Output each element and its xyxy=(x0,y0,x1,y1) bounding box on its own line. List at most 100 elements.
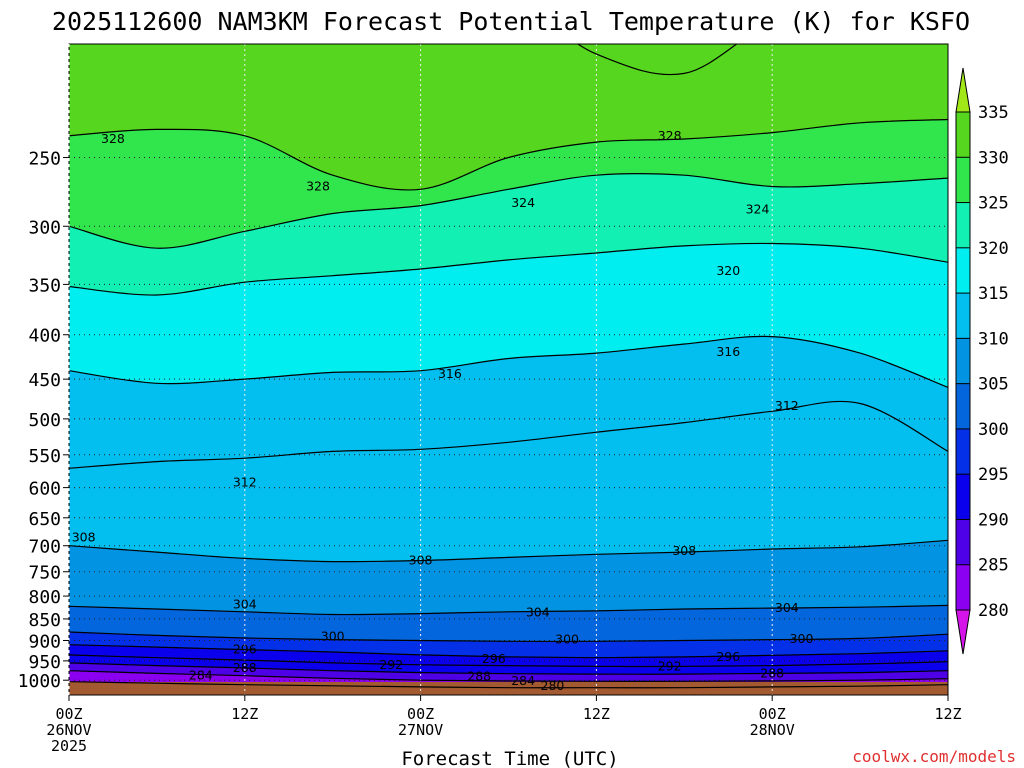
colorbar-top-arrow xyxy=(955,67,971,113)
y-tick-label: 850 xyxy=(28,610,61,631)
colorbar-label: 335 xyxy=(978,103,1009,123)
x-tick-label: 26NOV xyxy=(46,721,91,739)
isentrope-328 xyxy=(69,118,948,191)
y-tick-label: 250 xyxy=(28,149,61,170)
colorbar-label: 320 xyxy=(978,239,1009,259)
y-tick-label: 700 xyxy=(28,537,61,558)
isentrope-288 xyxy=(69,662,948,675)
y-axis-ticks: 2503003504004505005506006507007508008509… xyxy=(18,149,69,692)
isentrope-308 xyxy=(69,539,948,563)
y-tick-label: 650 xyxy=(28,509,61,530)
contour-label: 296 xyxy=(482,651,506,666)
colorbar-label: 330 xyxy=(978,148,1009,168)
colorbar-label: 280 xyxy=(978,601,1009,621)
contour-label: 328 xyxy=(101,131,125,146)
contour-label: 280 xyxy=(541,678,565,693)
y-tick-label: 450 xyxy=(28,370,61,391)
contour-label: 312 xyxy=(775,398,799,413)
y-tick-label: 500 xyxy=(28,410,61,431)
x-tick-label: 12Z xyxy=(934,705,961,723)
y-tick-label: 950 xyxy=(28,652,61,673)
colorbar-label: 310 xyxy=(978,329,1009,349)
y-tick-label: 300 xyxy=(28,217,61,238)
isentrope-324 xyxy=(69,173,948,249)
contour-label: 304 xyxy=(526,605,550,620)
contour-label: 292 xyxy=(658,658,682,673)
contour-label: 324 xyxy=(746,202,770,217)
theta-layer xyxy=(577,44,738,75)
contour-label: 324 xyxy=(511,195,535,210)
colorbar-band-315 xyxy=(956,247,970,294)
x-tick-label: 00Z xyxy=(759,705,786,723)
x-tick-label: 27NOV xyxy=(398,721,443,739)
colorbar: 335 330 325 320 315 310 305 300 295 290 285 280 xyxy=(955,67,1009,655)
credit-text: coolwx.com/models xyxy=(852,747,1016,766)
contour-label: 296 xyxy=(233,642,257,657)
x-tick-label: 28NOV xyxy=(750,721,795,739)
contour-label: 328 xyxy=(658,128,682,143)
y-tick-label: 1000 xyxy=(18,671,61,692)
isentrope-312 xyxy=(69,400,948,469)
contour-label: 284 xyxy=(189,668,213,683)
contour-label: 316 xyxy=(438,366,462,381)
contour-label: 288 xyxy=(467,668,491,683)
y-tick-label: 350 xyxy=(28,275,61,296)
colorbar-band-320 xyxy=(956,202,970,249)
y-tick-label: 550 xyxy=(28,446,61,467)
contour-label: 288 xyxy=(233,660,257,675)
colorbar-label: 325 xyxy=(978,194,1009,214)
contour-label: 308 xyxy=(672,543,696,558)
isentrope-304 xyxy=(69,604,948,616)
contour-label: 320 xyxy=(716,263,740,278)
y-tick-label: 600 xyxy=(28,479,61,500)
contour-label: 308 xyxy=(409,553,433,568)
contour-label: 316 xyxy=(716,344,740,359)
isentrope-284 xyxy=(69,670,948,682)
colorbar-label: 305 xyxy=(978,375,1009,395)
y-tick-label: 750 xyxy=(28,563,61,584)
contour-label: 308 xyxy=(72,530,96,545)
x-tick-label: 00Z xyxy=(55,705,82,723)
colorbar-label: 315 xyxy=(978,284,1009,304)
contour-label: 288 xyxy=(760,665,784,680)
y-tick-label: 900 xyxy=(28,631,61,652)
contour-label: 304 xyxy=(233,596,257,611)
colorbar-band-325 xyxy=(956,157,970,204)
contour-label: 328 xyxy=(306,179,330,194)
chart-title: 2025112600 NAM3KM Forecast Potential Tem… xyxy=(52,7,970,36)
contour-label: 312 xyxy=(233,475,257,490)
contour-label: 300 xyxy=(321,628,345,643)
colorbar-label: 300 xyxy=(978,420,1009,440)
contour-label: 300 xyxy=(790,631,814,646)
colorbar-band-300 xyxy=(956,383,970,430)
isentrope-320 xyxy=(69,242,948,296)
colorbar-band-290 xyxy=(956,474,970,520)
isentrope-280 xyxy=(69,681,948,689)
isentrope-292 xyxy=(69,654,948,668)
colorbar-band-280 xyxy=(956,564,970,611)
contour-label: 296 xyxy=(716,649,740,664)
contour-label: 292 xyxy=(379,657,403,672)
colorbar-band-305 xyxy=(956,338,970,385)
contour-label: 284 xyxy=(511,673,535,688)
contour-label: 300 xyxy=(555,632,579,647)
contour-label: 304 xyxy=(775,600,799,615)
isentrope-296 xyxy=(69,644,948,659)
x-tick-label: 00Z xyxy=(407,705,434,723)
y-tick-label: 400 xyxy=(28,326,61,347)
colorbar-label: 290 xyxy=(978,510,1009,530)
colorbar-band-295 xyxy=(956,428,970,475)
colorbar-label: 285 xyxy=(978,556,1009,576)
y-tick-label: 800 xyxy=(28,587,61,608)
colorbar-band-330 xyxy=(956,112,970,158)
x-tick-label: 2025 xyxy=(51,737,87,755)
isentrope-300 xyxy=(69,631,948,643)
colorbar-label: 295 xyxy=(978,465,1009,485)
colorbar-bottom-arrow xyxy=(955,609,971,655)
isentrope-316 xyxy=(69,335,948,388)
x-tick-label: 12Z xyxy=(231,705,258,723)
x-axis-label: Forecast Time (UTC) xyxy=(401,748,618,768)
